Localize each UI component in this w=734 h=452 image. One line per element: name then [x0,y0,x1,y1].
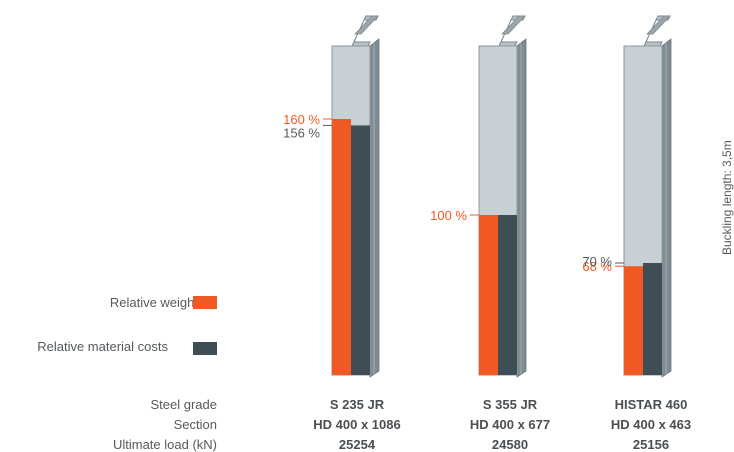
column-2-profile-web [646,15,671,35]
category-labels: S 235 JR HD 400 x 1086 25254 S 355 JR HD… [313,397,691,452]
category-2-section: HD 400 x 463 [611,417,691,432]
legend: Relative weight Relative material costs [37,295,217,355]
row-label-steel-grade: Steel grade [151,397,218,412]
category-0-steel-grade: S 235 JR [330,397,385,412]
value-label-cost-2: 70 % [582,254,612,269]
category-2-ultimate-load: 25156 [633,437,669,452]
row-labels: Steel grade Section Ultimate load (kN) [113,397,217,452]
legend-label-weight: Relative weight [110,295,199,310]
row-label-ultimate-load: Ultimate load (kN) [113,437,217,452]
bar-cost-1 [498,215,517,375]
value-label-weight-1: 100 % [430,208,467,223]
bar-weight-1 [479,215,498,375]
column-1-profile-web [501,15,526,35]
legend-swatch-costs [193,342,217,355]
bar-weight-0 [332,119,351,375]
legend-swatch-weight [193,296,217,309]
category-1-ultimate-load: 24580 [492,437,528,452]
value-label-weight-2: 68 % [582,259,612,274]
category-0-section: HD 400 x 1086 [313,417,400,432]
bar-cost-0 [351,125,370,376]
value-label-group: 160 %156 % 100 % 68 %70 % [283,112,624,274]
value-label-cost-0: 156 % [283,125,320,140]
category-1-section: HD 400 x 677 [470,417,550,432]
category-0-ultimate-load: 25254 [339,437,376,452]
column-0-profile-web [354,15,379,35]
row-label-section: Section [174,417,217,432]
legend-label-costs: Relative material costs [37,339,168,354]
bar-weight-2 [624,266,643,375]
category-2-steel-grade: HISTAR 460 [615,397,688,412]
category-1-steel-grade: S 355 JR [483,397,538,412]
bar-cost-2 [643,263,662,375]
bar-group [332,119,662,376]
value-label-weight-0: 160 % [283,112,320,127]
buckling-length-label: Buckling length: 3,5m [720,140,734,255]
